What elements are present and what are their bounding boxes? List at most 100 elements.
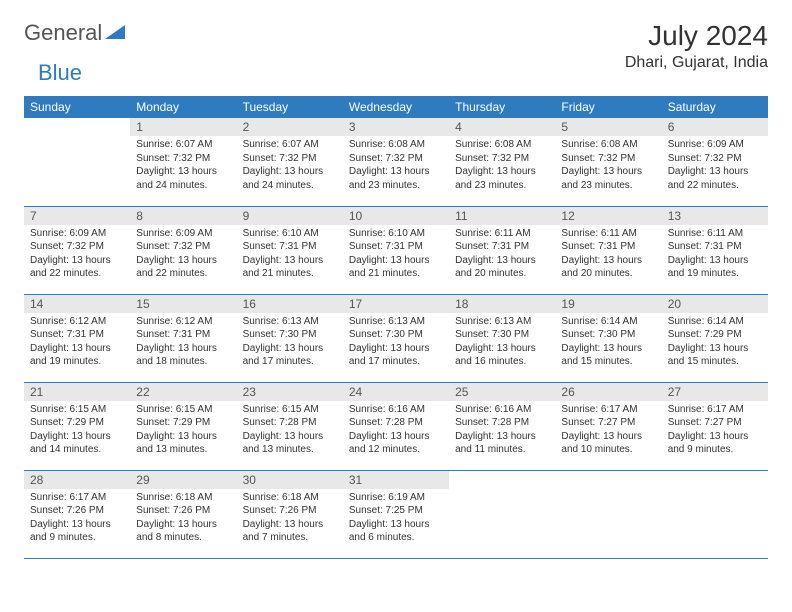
calendar-cell: 3Sunrise: 6:08 AMSunset: 7:32 PMDaylight…: [343, 118, 449, 206]
daylight-text: Daylight: 13 hours and 17 minutes.: [243, 342, 337, 369]
daylight-text: Daylight: 13 hours and 9 minutes.: [30, 518, 124, 545]
daylight-text: Daylight: 13 hours and 17 minutes.: [349, 342, 443, 369]
sunrise-text: Sunrise: 6:12 AM: [30, 315, 124, 329]
day-number: 30: [237, 471, 343, 489]
day-number: 7: [24, 207, 130, 225]
calendar-cell: 22Sunrise: 6:15 AMSunset: 7:29 PMDayligh…: [130, 382, 236, 470]
sunset-text: Sunset: 7:32 PM: [243, 152, 337, 166]
sunrise-text: Sunrise: 6:15 AM: [30, 403, 124, 417]
sunrise-text: Sunrise: 6:13 AM: [243, 315, 337, 329]
day-details: Sunrise: 6:15 AMSunset: 7:29 PMDaylight:…: [130, 401, 236, 461]
sunset-text: Sunset: 7:31 PM: [561, 240, 655, 254]
calendar-row: 28Sunrise: 6:17 AMSunset: 7:26 PMDayligh…: [24, 470, 768, 558]
day-details: Sunrise: 6:11 AMSunset: 7:31 PMDaylight:…: [449, 225, 555, 285]
sunrise-text: Sunrise: 6:11 AM: [668, 227, 762, 241]
calendar-cell: 18Sunrise: 6:13 AMSunset: 7:30 PMDayligh…: [449, 294, 555, 382]
day-details: Sunrise: 6:13 AMSunset: 7:30 PMDaylight:…: [237, 313, 343, 373]
daylight-text: Daylight: 13 hours and 23 minutes.: [455, 165, 549, 192]
daylight-text: Daylight: 13 hours and 20 minutes.: [561, 254, 655, 281]
day-details: Sunrise: 6:08 AMSunset: 7:32 PMDaylight:…: [449, 136, 555, 196]
calendar-cell: 24Sunrise: 6:16 AMSunset: 7:28 PMDayligh…: [343, 382, 449, 470]
day-details: Sunrise: 6:18 AMSunset: 7:26 PMDaylight:…: [130, 489, 236, 549]
daylight-text: Daylight: 13 hours and 22 minutes.: [30, 254, 124, 281]
calendar-cell: 25Sunrise: 6:16 AMSunset: 7:28 PMDayligh…: [449, 382, 555, 470]
day-details: Sunrise: 6:17 AMSunset: 7:27 PMDaylight:…: [555, 401, 661, 461]
day-details: Sunrise: 6:16 AMSunset: 7:28 PMDaylight:…: [449, 401, 555, 461]
daylight-text: Daylight: 13 hours and 21 minutes.: [243, 254, 337, 281]
day-number: [24, 118, 130, 122]
day-number: 6: [662, 118, 768, 136]
day-header-row: Sunday Monday Tuesday Wednesday Thursday…: [24, 96, 768, 118]
sunset-text: Sunset: 7:32 PM: [561, 152, 655, 166]
day-details: Sunrise: 6:14 AMSunset: 7:29 PMDaylight:…: [662, 313, 768, 373]
day-details: Sunrise: 6:13 AMSunset: 7:30 PMDaylight:…: [343, 313, 449, 373]
day-header: Sunday: [24, 96, 130, 118]
day-number: [662, 471, 768, 475]
day-number: 4: [449, 118, 555, 136]
daylight-text: Daylight: 13 hours and 16 minutes.: [455, 342, 549, 369]
day-number: 20: [662, 295, 768, 313]
sunset-text: Sunset: 7:27 PM: [561, 416, 655, 430]
sunrise-text: Sunrise: 6:18 AM: [136, 491, 230, 505]
day-header: Friday: [555, 96, 661, 118]
daylight-text: Daylight: 13 hours and 13 minutes.: [243, 430, 337, 457]
daylight-text: Daylight: 13 hours and 11 minutes.: [455, 430, 549, 457]
sunset-text: Sunset: 7:25 PM: [349, 504, 443, 518]
sunset-text: Sunset: 7:30 PM: [349, 328, 443, 342]
sunset-text: Sunset: 7:32 PM: [30, 240, 124, 254]
day-number: 8: [130, 207, 236, 225]
day-number: 11: [449, 207, 555, 225]
day-number: 24: [343, 383, 449, 401]
sunset-text: Sunset: 7:27 PM: [668, 416, 762, 430]
calendar-cell: 9Sunrise: 6:10 AMSunset: 7:31 PMDaylight…: [237, 206, 343, 294]
sunset-text: Sunset: 7:32 PM: [668, 152, 762, 166]
calendar-row: 7Sunrise: 6:09 AMSunset: 7:32 PMDaylight…: [24, 206, 768, 294]
title-block: July 2024 Dhari, Gujarat, India: [625, 20, 768, 72]
sunrise-text: Sunrise: 6:08 AM: [455, 138, 549, 152]
day-details: Sunrise: 6:10 AMSunset: 7:31 PMDaylight:…: [343, 225, 449, 285]
sunrise-text: Sunrise: 6:09 AM: [668, 138, 762, 152]
daylight-text: Daylight: 13 hours and 23 minutes.: [561, 165, 655, 192]
sunset-text: Sunset: 7:31 PM: [243, 240, 337, 254]
sunrise-text: Sunrise: 6:10 AM: [349, 227, 443, 241]
calendar-cell: 21Sunrise: 6:15 AMSunset: 7:29 PMDayligh…: [24, 382, 130, 470]
sunset-text: Sunset: 7:32 PM: [349, 152, 443, 166]
calendar-cell: 19Sunrise: 6:14 AMSunset: 7:30 PMDayligh…: [555, 294, 661, 382]
sunset-text: Sunset: 7:31 PM: [349, 240, 443, 254]
sunrise-text: Sunrise: 6:10 AM: [243, 227, 337, 241]
day-details: Sunrise: 6:17 AMSunset: 7:26 PMDaylight:…: [24, 489, 130, 549]
day-number: 3: [343, 118, 449, 136]
calendar-cell: 12Sunrise: 6:11 AMSunset: 7:31 PMDayligh…: [555, 206, 661, 294]
day-details: Sunrise: 6:09 AMSunset: 7:32 PMDaylight:…: [662, 136, 768, 196]
day-details: Sunrise: 6:15 AMSunset: 7:28 PMDaylight:…: [237, 401, 343, 461]
day-number: 25: [449, 383, 555, 401]
day-header: Tuesday: [237, 96, 343, 118]
day-number: 13: [662, 207, 768, 225]
daylight-text: Daylight: 13 hours and 6 minutes.: [349, 518, 443, 545]
sunrise-text: Sunrise: 6:12 AM: [136, 315, 230, 329]
sunset-text: Sunset: 7:31 PM: [455, 240, 549, 254]
sunset-text: Sunset: 7:31 PM: [136, 328, 230, 342]
day-number: 21: [24, 383, 130, 401]
daylight-text: Daylight: 13 hours and 22 minutes.: [136, 254, 230, 281]
calendar-cell: [662, 470, 768, 558]
sunrise-text: Sunrise: 6:09 AM: [136, 227, 230, 241]
sunset-text: Sunset: 7:28 PM: [455, 416, 549, 430]
sunset-text: Sunset: 7:31 PM: [668, 240, 762, 254]
sunset-text: Sunset: 7:28 PM: [243, 416, 337, 430]
month-title: July 2024: [625, 20, 768, 52]
daylight-text: Daylight: 13 hours and 15 minutes.: [668, 342, 762, 369]
logo-text-general: General: [24, 20, 102, 46]
calendar-cell: 16Sunrise: 6:13 AMSunset: 7:30 PMDayligh…: [237, 294, 343, 382]
day-details: Sunrise: 6:14 AMSunset: 7:30 PMDaylight:…: [555, 313, 661, 373]
sunset-text: Sunset: 7:32 PM: [136, 240, 230, 254]
sunrise-text: Sunrise: 6:11 AM: [561, 227, 655, 241]
day-details: Sunrise: 6:11 AMSunset: 7:31 PMDaylight:…: [662, 225, 768, 285]
sunrise-text: Sunrise: 6:07 AM: [136, 138, 230, 152]
calendar-cell: 6Sunrise: 6:09 AMSunset: 7:32 PMDaylight…: [662, 118, 768, 206]
day-number: 16: [237, 295, 343, 313]
sunrise-text: Sunrise: 6:15 AM: [136, 403, 230, 417]
day-details: Sunrise: 6:07 AMSunset: 7:32 PMDaylight:…: [237, 136, 343, 196]
sunset-text: Sunset: 7:28 PM: [349, 416, 443, 430]
sunrise-text: Sunrise: 6:16 AM: [455, 403, 549, 417]
